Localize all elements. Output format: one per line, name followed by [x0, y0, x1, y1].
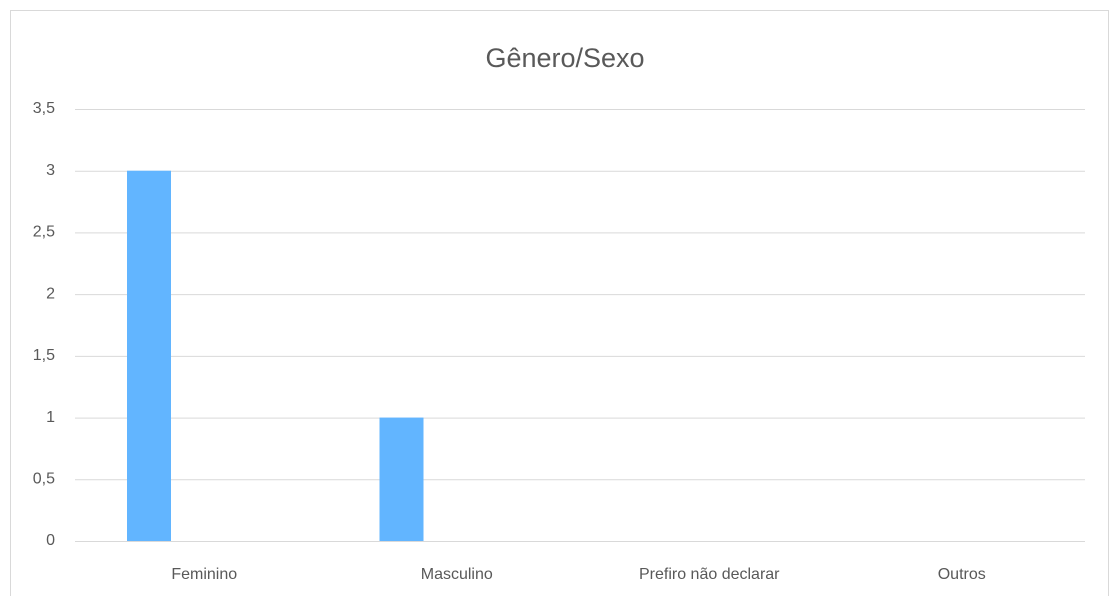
y-tick-label: 1,5	[33, 347, 55, 364]
y-tick-label: 0,5	[33, 471, 55, 488]
y-tick-label: 1	[46, 409, 55, 426]
chart-title: Gênero/Sexo	[485, 43, 644, 73]
y-tick-label: 2,5	[33, 224, 55, 241]
y-tick-label: 0	[46, 532, 55, 549]
bar	[379, 417, 424, 541]
y-tick-label: 3,5	[33, 100, 55, 117]
x-tick-label: Masculino	[421, 566, 493, 583]
x-tick-label: Feminino	[171, 566, 237, 583]
y-tick-label: 2	[46, 285, 55, 302]
x-tick-label: Prefiro não declarar	[639, 566, 780, 583]
bar	[127, 170, 171, 541]
x-tick-label: Outros	[938, 566, 986, 583]
chart-border	[10, 10, 1109, 596]
y-tick-label: 3	[46, 162, 55, 179]
